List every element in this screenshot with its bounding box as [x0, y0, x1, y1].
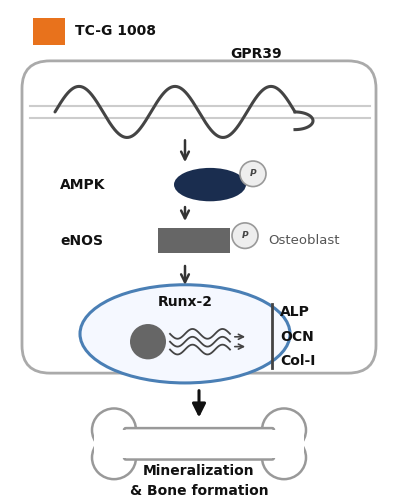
- Text: OCN: OCN: [280, 330, 314, 344]
- FancyBboxPatch shape: [33, 18, 65, 45]
- Text: P: P: [250, 170, 256, 178]
- Text: ALP: ALP: [280, 305, 310, 319]
- Text: Col-I: Col-I: [280, 354, 315, 368]
- FancyBboxPatch shape: [264, 430, 304, 458]
- Text: P: P: [242, 231, 248, 240]
- Text: Mineralization
& Bone formation: Mineralization & Bone formation: [130, 464, 268, 498]
- Circle shape: [262, 408, 306, 452]
- Text: Osteoblast: Osteoblast: [268, 234, 339, 247]
- Text: eNOS: eNOS: [60, 234, 103, 247]
- FancyBboxPatch shape: [124, 428, 274, 460]
- Circle shape: [92, 436, 136, 479]
- Circle shape: [240, 161, 266, 186]
- FancyBboxPatch shape: [158, 228, 230, 254]
- Circle shape: [130, 324, 166, 360]
- Ellipse shape: [80, 285, 290, 383]
- FancyBboxPatch shape: [22, 61, 376, 373]
- FancyBboxPatch shape: [94, 430, 134, 458]
- Text: GPR39: GPR39: [230, 47, 282, 61]
- Circle shape: [262, 436, 306, 479]
- Circle shape: [92, 408, 136, 452]
- Circle shape: [232, 223, 258, 248]
- Ellipse shape: [174, 168, 246, 202]
- Text: AMPK: AMPK: [60, 178, 105, 192]
- Text: TC-G 1008: TC-G 1008: [75, 24, 156, 38]
- Text: Runx-2: Runx-2: [158, 296, 213, 310]
